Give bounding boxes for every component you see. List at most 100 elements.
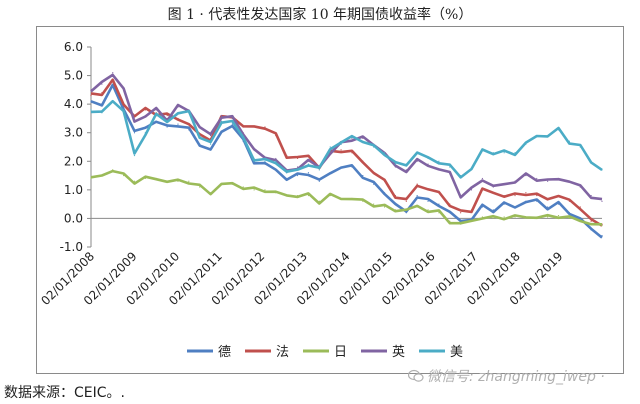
data-point <box>568 200 570 202</box>
data-point <box>470 209 473 211</box>
data-point <box>427 189 429 191</box>
data-point <box>177 180 179 182</box>
data-point <box>481 177 484 180</box>
data-point <box>525 143 527 145</box>
data-point <box>601 224 603 227</box>
data-point <box>90 94 92 97</box>
data-point <box>481 216 484 218</box>
data-point <box>449 166 451 168</box>
data-point <box>557 194 560 197</box>
data-point <box>514 216 516 218</box>
data-point <box>470 220 473 222</box>
data-point <box>373 183 375 185</box>
data-point <box>199 134 201 137</box>
y-tick-label: 3.0 <box>64 126 83 140</box>
data-point <box>557 177 560 180</box>
data-point <box>275 160 277 162</box>
data-source-note: 数据来源：CEIC。. <box>4 385 125 401</box>
y-tick-label: 5.0 <box>64 69 83 83</box>
data-point <box>460 223 462 225</box>
data-point <box>275 157 277 160</box>
data-point <box>296 157 299 160</box>
watermark-text: 微信号: zhangming_iwep · <box>427 369 605 385</box>
data-point <box>503 203 505 205</box>
data-point <box>547 180 549 182</box>
data-point <box>144 177 146 180</box>
data-point <box>340 166 342 168</box>
data-point <box>166 126 168 128</box>
legend-label: 美 <box>450 345 463 360</box>
data-point <box>253 189 255 191</box>
line-chart: 6.05.04.03.02.01.00.0-1.0 02/01/200802/0… <box>38 40 603 360</box>
data-point <box>166 114 168 117</box>
data-point <box>427 157 429 160</box>
data-point <box>144 132 146 134</box>
data-point <box>547 206 549 208</box>
data-point <box>405 212 407 214</box>
data-point <box>123 174 125 177</box>
data-point <box>383 192 386 194</box>
data-point <box>133 114 136 117</box>
data-point <box>112 72 114 74</box>
data-point <box>220 183 223 185</box>
series-line-2 <box>90 78 603 227</box>
data-point <box>242 137 244 140</box>
data-point <box>547 216 549 218</box>
data-point <box>514 180 516 182</box>
data-point <box>590 220 592 222</box>
data-point <box>318 180 320 182</box>
data-point <box>460 174 462 177</box>
y-tick-label: 4.0 <box>64 97 83 111</box>
data-point <box>416 183 418 185</box>
data-point <box>264 160 266 162</box>
data-point <box>460 194 462 197</box>
data-point <box>133 132 136 134</box>
data-point <box>112 80 114 82</box>
data-point <box>264 189 266 191</box>
y-tick-label: -1.0 <box>60 240 83 254</box>
data-point <box>307 172 310 174</box>
data-point <box>286 172 288 174</box>
data-point <box>351 197 353 200</box>
data-point <box>307 194 310 197</box>
data-point <box>231 117 233 120</box>
data-point <box>405 200 407 202</box>
data-point <box>514 206 516 208</box>
data-point <box>492 209 494 211</box>
data-point <box>329 146 331 148</box>
data-point <box>601 234 603 237</box>
data-point <box>177 106 179 108</box>
data-point <box>90 89 92 91</box>
data-point <box>460 220 462 222</box>
data-point <box>405 209 407 211</box>
watermark: 微信号: zhangming_iwep · <box>407 366 605 386</box>
data-point <box>492 186 494 188</box>
data-point <box>557 203 560 205</box>
data-point <box>492 217 494 220</box>
data-point <box>394 194 397 197</box>
data-point <box>177 112 179 114</box>
data-point <box>101 83 103 85</box>
legend-label: 法 <box>276 345 289 360</box>
series-line-5 <box>90 99 603 179</box>
data-point <box>101 112 103 114</box>
data-point <box>188 123 190 125</box>
data-point <box>394 203 397 205</box>
data-point <box>351 134 353 137</box>
data-point <box>427 163 429 165</box>
data-point <box>144 114 146 117</box>
legend-label: 日 <box>334 345 347 360</box>
data-point <box>492 152 494 154</box>
data-point <box>503 183 505 185</box>
data-point <box>296 166 299 168</box>
data-point <box>590 194 592 197</box>
data-point <box>492 192 494 194</box>
data-point <box>209 137 212 140</box>
data-point <box>373 203 375 205</box>
data-point <box>568 140 570 142</box>
data-point <box>101 174 103 177</box>
data-point <box>470 217 473 220</box>
chart-title: 图 1 · 代表性发达国家 10 年期国债收益率（%） <box>167 7 473 23</box>
series-line-4 <box>90 73 603 201</box>
data-point <box>438 212 440 214</box>
